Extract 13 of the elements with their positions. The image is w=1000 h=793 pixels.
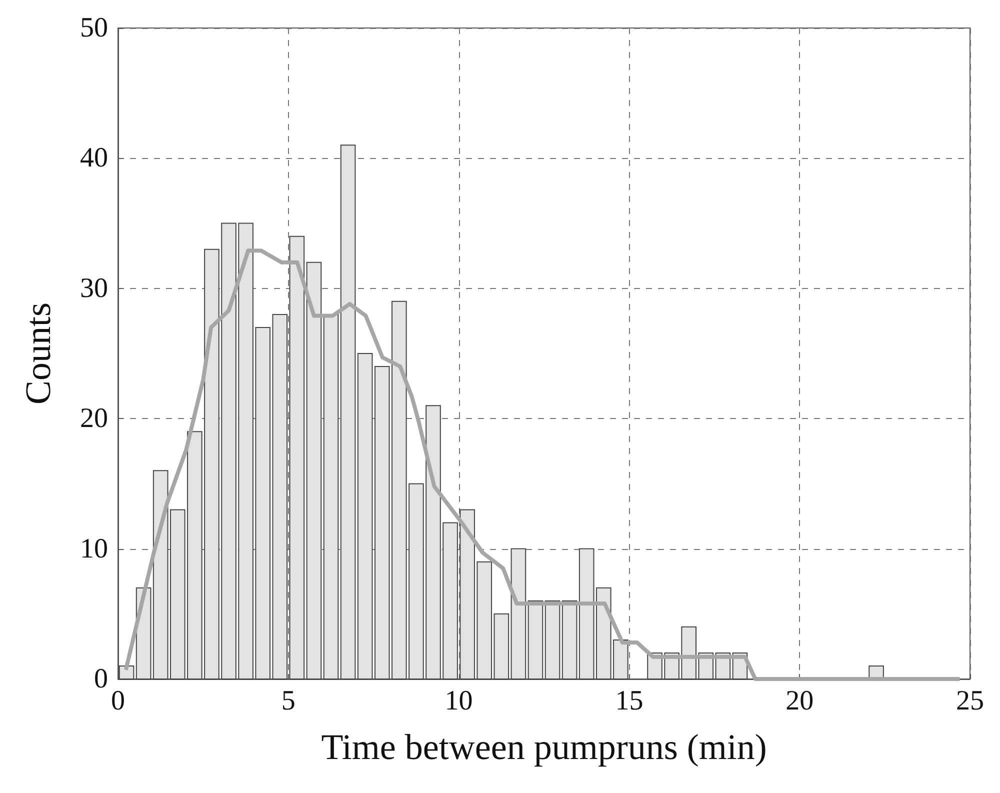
y-axis-title: Counts (18, 302, 58, 405)
y-tick-label: 10 (80, 533, 108, 564)
y-tick-label: 50 (80, 12, 108, 44)
y-tick-label: 40 (80, 142, 108, 174)
y-tick-label: 20 (80, 403, 108, 434)
y-tick-label: 0 (94, 664, 108, 694)
x-axis-title: Time between pumpruns (min) (321, 727, 767, 767)
x-tick-label: 15 (615, 686, 644, 716)
x-tick-label: 20 (786, 686, 814, 716)
x-tick-label: 5 (281, 686, 296, 716)
y-tick-label: 30 (80, 272, 108, 304)
x-tick-label: 10 (444, 686, 473, 716)
x-tick-label: 25 (956, 686, 984, 716)
